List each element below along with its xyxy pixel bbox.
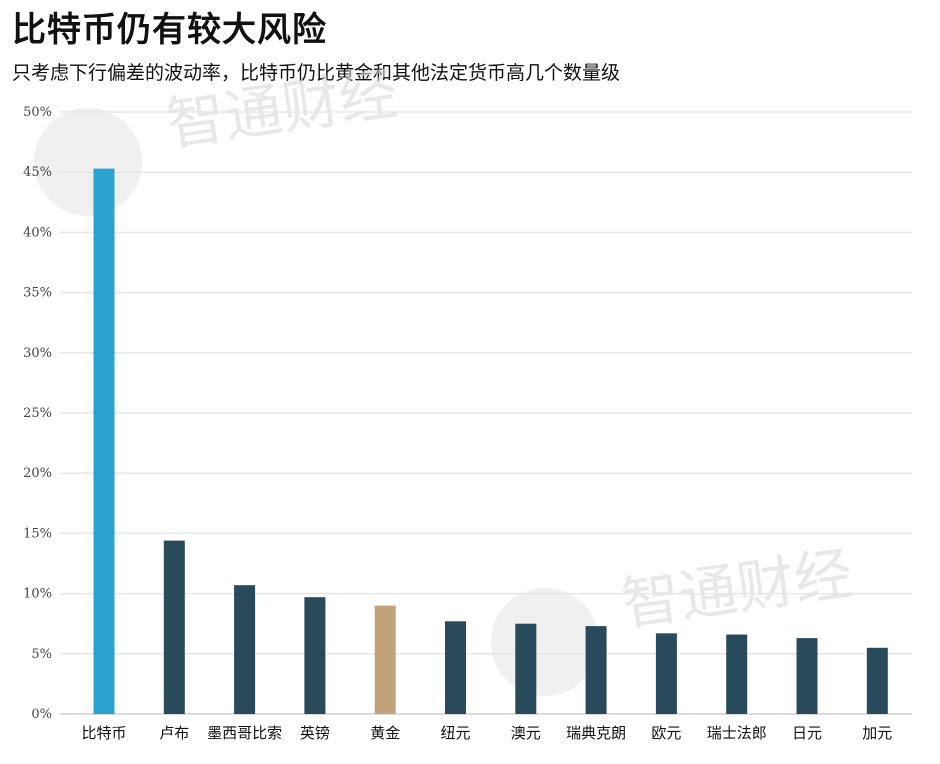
bar: [374, 605, 396, 714]
x-tick-label: 加元: [862, 724, 892, 742]
y-tick-label: 30%: [23, 346, 52, 361]
x-tick-label: 日元: [792, 724, 822, 742]
bar: [866, 647, 888, 714]
bar: [445, 621, 466, 714]
bars: [93, 168, 888, 714]
bar: [796, 638, 818, 714]
x-tick-label: 瑞士法郎: [707, 724, 767, 742]
y-tick-label: 50%: [23, 105, 52, 120]
y-tick-label: 5%: [31, 647, 52, 662]
chart-subtitle: 只考虑下行偏差的波动率，比特币仍比黄金和其他法定货币高几个数量级: [12, 62, 621, 84]
chart-title: 比特币仍有较大风险: [12, 10, 327, 50]
y-tick-label: 10%: [23, 587, 52, 602]
y-tick-label: 20%: [23, 466, 52, 481]
bar: [585, 626, 607, 714]
y-tick-label: 25%: [23, 406, 52, 421]
y-tick-label: 45%: [23, 165, 52, 180]
bar: [304, 597, 326, 714]
x-axis-labels: 比特币 卢布 墨西哥比索 英镑 黄金 纽元 澳元 瑞典克朗 欧元 瑞士法郎 日元 加元: [81, 724, 892, 742]
bar: [515, 623, 537, 714]
x-tick-label: 比特币: [81, 724, 126, 742]
watermark-text: 智通财经: [162, 59, 401, 159]
x-tick-label: 澳元: [511, 724, 541, 742]
x-tick-label: 英镑: [300, 724, 330, 742]
bar: [234, 585, 256, 714]
x-tick-label: 纽元: [440, 724, 470, 742]
x-tick-label: 欧元: [651, 724, 681, 742]
bar: [163, 540, 185, 714]
watermark-text: 智通财经: [617, 539, 856, 639]
grid-lines: [60, 111, 912, 715]
y-tick-label: 15%: [23, 526, 52, 541]
bar: [93, 168, 115, 714]
y-tick-label: 0%: [31, 707, 52, 722]
watermark-logo-icon: [491, 588, 599, 696]
x-tick-label: 瑞典克朗: [566, 724, 626, 742]
y-axis-ticks: 0% 5% 10% 15% 20% 25% 30% 35% 40% 45% 50%: [23, 105, 52, 722]
bar: [726, 634, 748, 714]
x-tick-label: 卢布: [159, 724, 189, 742]
bar: [655, 633, 677, 714]
watermark-logo-icon: [34, 108, 142, 216]
y-tick-label: 40%: [23, 225, 52, 240]
x-tick-label: 黄金: [370, 724, 400, 742]
y-tick-label: 35%: [23, 286, 52, 301]
x-tick-label: 墨西哥比索: [207, 724, 282, 742]
